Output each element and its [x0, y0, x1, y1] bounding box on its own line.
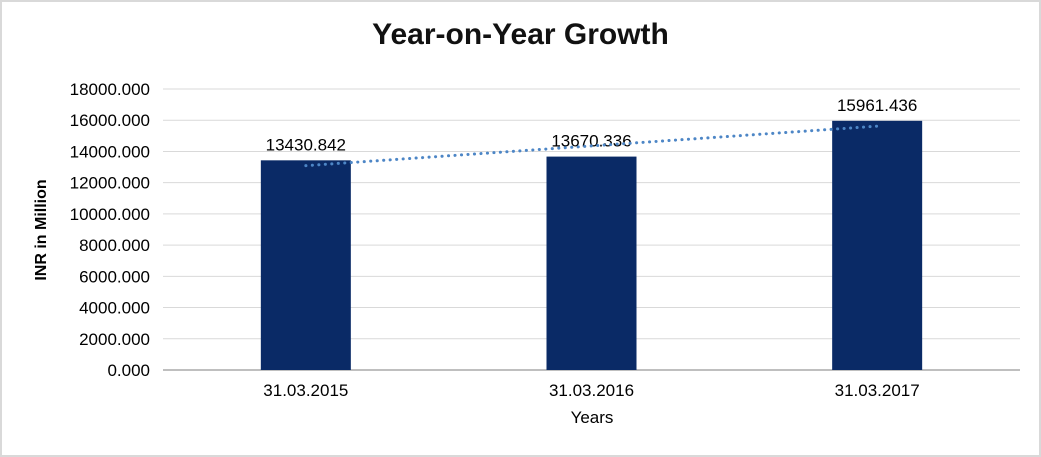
- y-tick-label: 4000.000: [79, 299, 150, 318]
- y-tick-label: 0.000: [107, 361, 150, 380]
- bar-value-label: 13670.336: [551, 132, 631, 151]
- y-tick-label: 12000.000: [70, 174, 150, 193]
- x-axis-title: Years: [570, 408, 614, 427]
- bar-value-label: 13430.842: [266, 135, 346, 154]
- bar-31-03-2017: [832, 120, 923, 370]
- y-tick-label: 6000.000: [79, 267, 150, 286]
- x-tick-label: 31.03.2015: [263, 381, 348, 400]
- y-tick-label: 18000.000: [70, 80, 150, 99]
- chart-title: Year-on-Year Growth: [372, 18, 669, 51]
- bar-31-03-2016: [546, 156, 637, 370]
- bar-31-03-2015: [260, 160, 351, 370]
- y-tick-label: 16000.000: [70, 111, 150, 130]
- y-tick-label: 14000.000: [70, 142, 150, 161]
- y-tick-label: 10000.000: [70, 205, 150, 224]
- y-tick-label: 8000.000: [79, 236, 150, 255]
- bar-value-label: 15961.436: [837, 96, 917, 115]
- x-tick-label: 31.03.2016: [549, 381, 634, 400]
- trendline: [304, 124, 879, 168]
- y-tick-label: 2000.000: [79, 330, 150, 349]
- x-tick-label: 31.03.2017: [835, 381, 920, 400]
